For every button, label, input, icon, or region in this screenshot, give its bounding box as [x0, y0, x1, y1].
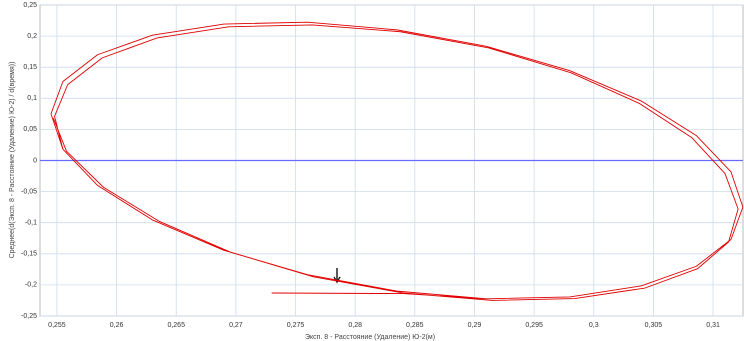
cursor-arrow	[333, 268, 341, 284]
y-tick-label: -0,05	[21, 188, 37, 195]
y-tick-label: -0,2	[25, 282, 37, 289]
y-tick-label: 0	[33, 157, 37, 164]
x-tick-label: 0,26	[110, 322, 124, 329]
x-axis-title: Эксп. 8 - Расстояние (Удаление) Ю-2(м)	[305, 334, 435, 341]
y-tick-label: -0,1	[25, 220, 37, 227]
y-tick-label: 0,05	[23, 126, 37, 133]
x-tick-label: 0,27	[229, 322, 243, 329]
x-tick-label: 0,31	[706, 322, 720, 329]
y-tick-label: -0,25	[21, 313, 37, 320]
x-tick-label: 0,29	[468, 322, 482, 329]
y-tick-label: 0,15	[23, 64, 37, 71]
x-tick-label: 0,285	[406, 322, 424, 329]
x-tick-label: 0,275	[287, 322, 305, 329]
y-tick-label: 0,2	[27, 33, 37, 40]
y-axis-title: Среднее(d(Эксп. 8 - Расстояние (Удаление…	[9, 62, 16, 259]
x-tick-label: 0,265	[167, 322, 185, 329]
x-tick-label: 0,255	[48, 322, 66, 329]
x-tick-label: 0,28	[348, 322, 362, 329]
x-tick-label: 0,3	[589, 322, 599, 329]
data-line	[50, 21, 744, 301]
x-tick-label: 0,305	[645, 322, 663, 329]
x-tick-label: 0,295	[525, 322, 543, 329]
y-tick-label: 0,25	[23, 2, 37, 9]
y-tick-label: 0,1	[27, 95, 37, 102]
y-tick-label: -0,15	[21, 251, 37, 258]
